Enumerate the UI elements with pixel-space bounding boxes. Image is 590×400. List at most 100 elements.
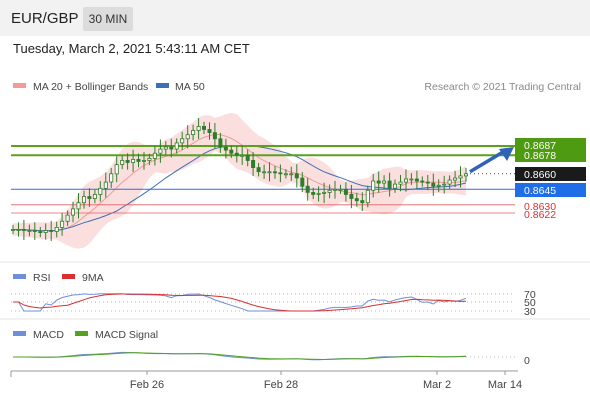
candle-body-26 <box>152 152 157 159</box>
legend-macd-signal: MACD Signal <box>95 329 158 341</box>
candle-body-12 <box>76 202 81 210</box>
level-tag-1: 0.8678 <box>515 149 586 162</box>
candle-body-51 <box>289 173 294 176</box>
pair-title: EUR/GBP <box>11 10 79 27</box>
x-label-2: Mar 2 <box>423 379 451 391</box>
legend-ma20: MA 20 + Bollinger Bands <box>33 81 148 93</box>
candle-body-68 <box>382 180 387 184</box>
candle-body-65 <box>365 189 370 204</box>
candle-body-50 <box>283 173 288 176</box>
candle-body-15 <box>92 193 97 199</box>
candle-body-72 <box>403 178 408 183</box>
level-tag-support-2: 0.8622 <box>524 209 556 221</box>
x-label-0: Feb 26 <box>130 379 164 391</box>
candle-body-42 <box>240 154 245 157</box>
candle-body-79 <box>442 183 447 186</box>
candle-body-39 <box>223 146 228 151</box>
candle-body-20 <box>120 159 125 165</box>
x-label-3: Mar 14 <box>488 379 522 391</box>
candle-body-75 <box>420 180 425 183</box>
rsi-ma-line <box>13 293 467 312</box>
candle-body-57 <box>322 191 327 194</box>
candle-body-81 <box>453 177 458 181</box>
candle-body-28 <box>163 146 168 150</box>
candle-body-69 <box>387 180 392 189</box>
macd-lines <box>13 351 515 361</box>
candle-body-45 <box>256 167 261 173</box>
candle-body-58 <box>327 189 332 193</box>
legend-ma50: MA 50 <box>175 81 205 93</box>
candle-body-74 <box>414 178 419 182</box>
candle-body-52 <box>294 173 299 179</box>
candle-body-2 <box>21 229 26 231</box>
svg-text:0.8678: 0.8678 <box>524 150 556 162</box>
candles <box>10 118 468 242</box>
candle-body-41 <box>234 152 239 156</box>
candle-body-71 <box>398 181 403 185</box>
svg-text:0.8645: 0.8645 <box>524 185 556 197</box>
rsi-line <box>13 293 467 312</box>
candle-body-43 <box>245 154 250 161</box>
candle-body-19 <box>114 164 119 175</box>
legend-swatch-ma20 <box>13 83 26 88</box>
legend-swatch-ma50 <box>156 83 169 88</box>
candle-body-78 <box>436 184 441 187</box>
candle-body-34 <box>196 126 201 131</box>
candle-body-3 <box>27 230 32 232</box>
candle-body-18 <box>109 173 114 183</box>
candle-body-9 <box>60 220 65 228</box>
legend-rsi: RSI <box>33 272 51 284</box>
candle-body-33 <box>191 130 196 135</box>
forecast-arrow-head <box>499 147 514 161</box>
rsi-level-70: 70 <box>524 289 536 301</box>
candle-body-64 <box>360 200 365 204</box>
candle-body-38 <box>218 138 223 148</box>
timeframe-button[interactable]: 30 MIN <box>83 7 133 31</box>
candle-body-67 <box>376 180 381 184</box>
legend-macd: MACD <box>33 329 64 341</box>
candle-body-8 <box>54 226 59 232</box>
candle-body-83 <box>463 173 468 177</box>
candle-body-53 <box>300 177 305 187</box>
legend-swatch-macd <box>13 331 26 336</box>
candle-body-30 <box>174 142 179 150</box>
candle-body-73 <box>409 178 414 181</box>
candle-body-70 <box>392 183 397 189</box>
candle-body-21 <box>125 159 130 163</box>
macd-zero-label: 0 <box>524 355 530 367</box>
macd-signal-line <box>13 352 467 361</box>
level-tag-pivot: 0.8645 <box>515 183 586 197</box>
candle-body-63 <box>354 198 359 202</box>
x-label-1: Feb 28 <box>264 379 298 391</box>
legend-swatch-rsi-ma <box>62 274 75 279</box>
rsi-level-30: 30 <box>524 306 536 318</box>
candle-body-25 <box>147 157 152 161</box>
candle-body-80 <box>447 179 452 185</box>
key-levels <box>11 145 515 214</box>
candle-body-61 <box>343 188 348 195</box>
svg-text:0.8660: 0.8660 <box>524 169 556 181</box>
legend-swatch-rsi <box>13 274 26 279</box>
candle-body-77 <box>431 182 436 187</box>
candle-body-82 <box>458 175 463 179</box>
candle-body-36 <box>207 129 212 133</box>
candle-body-7 <box>49 230 54 232</box>
candle-body-23 <box>136 158 141 162</box>
legend-swatch-macd-signal <box>75 331 88 336</box>
candle-body-35 <box>201 126 206 130</box>
candle-body-13 <box>82 196 87 204</box>
datetime-label: Tuesday, March 2, 2021 5:43:11 AM CET <box>13 41 250 56</box>
legend-rsi-ma: 9MA <box>82 272 104 284</box>
candle-body-37 <box>212 132 217 140</box>
candle-body-62 <box>349 193 354 199</box>
candle-body-49 <box>278 172 283 175</box>
candle-body-16 <box>98 187 103 195</box>
candle-body-4 <box>32 230 37 232</box>
candle-body-6 <box>43 230 48 233</box>
candle-body-66 <box>371 180 376 191</box>
bollinger-band <box>13 113 466 249</box>
candle-body-22 <box>131 158 136 163</box>
candle-body-0 <box>10 229 15 231</box>
chart-header: EUR/GBP 30 MIN <box>0 0 590 36</box>
